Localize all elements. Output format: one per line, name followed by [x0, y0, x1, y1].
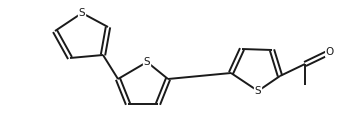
- Text: S: S: [144, 57, 150, 67]
- Text: O: O: [326, 47, 334, 57]
- Text: S: S: [79, 8, 85, 18]
- Text: S: S: [255, 86, 261, 96]
